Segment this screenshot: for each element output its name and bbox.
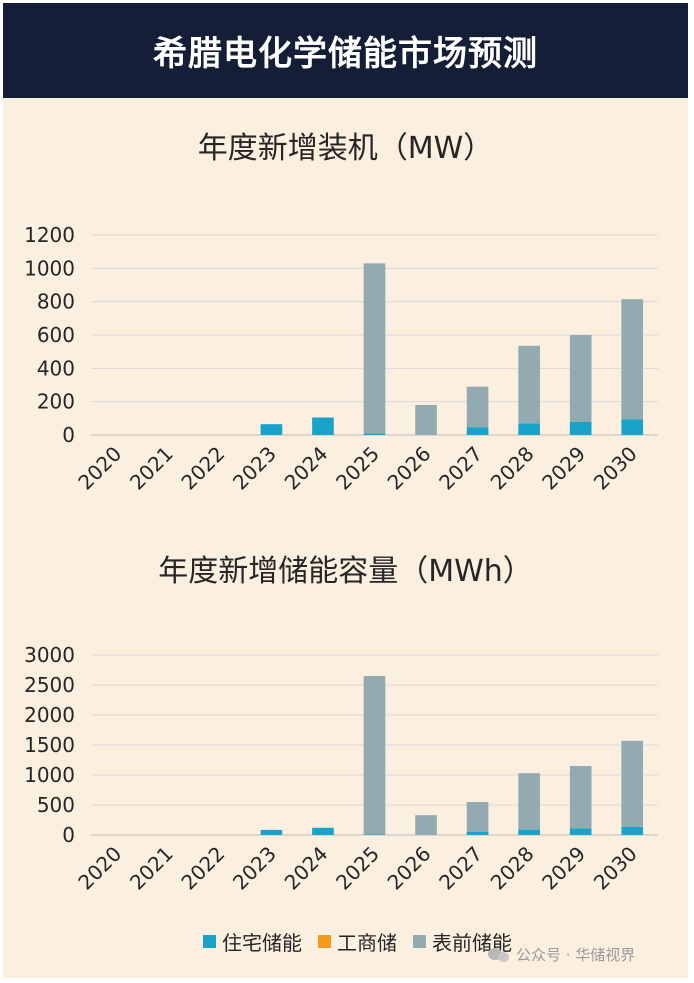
y-tick-label: 600 — [37, 323, 75, 347]
x-tick-label: 2024 — [280, 842, 333, 895]
chart-title-capacity-mw: 年度新增装机（MW） — [197, 131, 494, 166]
bar-segment-front-of-meter — [415, 815, 437, 835]
y-tick-label: 2000 — [24, 703, 75, 727]
x-tick-label: 2029 — [537, 442, 590, 495]
x-tick-label: 2021 — [125, 842, 178, 895]
x-tick-label: 2027 — [434, 442, 487, 495]
y-tick-label: 500 — [37, 793, 75, 817]
wechat-icon — [488, 947, 510, 963]
x-tick-label: 2030 — [589, 842, 642, 895]
bar-segment-residential — [260, 424, 283, 435]
bar-segment-front-of-meter — [363, 263, 386, 434]
x-tick-label: 2028 — [486, 442, 539, 495]
bar-segment-front-of-meter — [569, 766, 592, 829]
bar-segment-residential — [466, 831, 489, 835]
chart-legend: 住宅储能 工商储 表前储能 — [203, 927, 512, 956]
y-tick-label: 0 — [62, 823, 75, 847]
legend-swatch-front-of-meter — [413, 934, 426, 948]
legend-label-residential: 住宅储能 — [222, 930, 302, 955]
y-tick-label: 1500 — [24, 733, 75, 757]
bar-segment-front-of-meter — [569, 335, 592, 422]
chart-panel: 希腊电化学储能市场预测 年度新增装机（MW） 0 200 400 600 800 1000… — [3, 3, 688, 978]
watermark: 公众号 · 华储视界 — [488, 944, 635, 965]
y-tick-label: 1000 — [24, 763, 75, 787]
legend-swatch-residential — [203, 934, 216, 948]
legend-item-commercial: 工商储 — [318, 927, 397, 956]
x-tick-label: 2029 — [537, 842, 590, 895]
bar-segment-residential — [621, 826, 644, 835]
bar-segment-residential — [363, 433, 386, 435]
bar-segment-front-of-meter — [466, 386, 489, 428]
x-tick-label: 2021 — [125, 442, 178, 495]
bar-segment-residential — [312, 417, 334, 435]
bar-segment-front-of-meter — [363, 676, 386, 835]
legend-swatch-commercial — [318, 934, 331, 948]
y-tick-label: 0 — [62, 423, 75, 447]
watermark-text: 公众号 · 华储视界 — [516, 946, 636, 964]
page-title: 希腊电化学储能市场预测 — [3, 3, 688, 98]
bar-segment-residential — [363, 834, 386, 835]
bar-segment-residential — [518, 829, 540, 835]
y-tick-label: 400 — [37, 356, 75, 380]
y-tick-label: 800 — [37, 290, 75, 314]
bar-segment-residential — [260, 829, 283, 835]
x-tick-label: 2030 — [589, 442, 642, 495]
x-tick-label: 2026 — [383, 842, 436, 895]
bar-segment-residential — [621, 419, 644, 435]
x-tick-label: 2025 — [331, 842, 384, 895]
y-tick-label: 1000 — [24, 256, 75, 280]
x-tick-label: 2022 — [176, 842, 229, 895]
bar-segment-front-of-meter — [518, 773, 540, 830]
bar-segment-residential — [569, 421, 592, 435]
x-tick-label: 2028 — [486, 842, 539, 895]
chart-annual-capacity-mw: 0200400600800100012002020202120222023202… — [24, 223, 658, 495]
bar-segment-front-of-meter — [518, 345, 540, 424]
x-tick-label: 2027 — [434, 842, 487, 895]
bar-segment-front-of-meter — [415, 405, 437, 435]
legend-label-commercial: 工商储 — [337, 930, 397, 955]
bar-segment-residential — [312, 827, 334, 835]
x-tick-label: 2023 — [228, 842, 281, 895]
x-tick-label: 2020 — [73, 842, 126, 895]
bar-segment-front-of-meter — [621, 299, 644, 420]
x-tick-label: 2025 — [331, 442, 384, 495]
x-tick-label: 2024 — [280, 442, 333, 495]
bar-segment-residential — [466, 427, 489, 435]
bar-segment-front-of-meter — [621, 740, 644, 827]
x-tick-label: 2023 — [228, 442, 281, 495]
legend-item-residential: 住宅储能 — [203, 927, 302, 956]
bar-segment-residential — [569, 828, 592, 835]
x-tick-label: 2020 — [73, 442, 126, 495]
y-tick-label: 3000 — [24, 643, 75, 667]
y-tick-label: 2500 — [24, 673, 75, 697]
bar-segment-residential — [518, 423, 540, 435]
y-tick-label: 1200 — [24, 223, 75, 247]
chart-title-energy-mwh: 年度新增储能容量（MWh） — [158, 554, 533, 589]
y-tick-label: 200 — [37, 390, 75, 414]
x-tick-label: 2026 — [383, 442, 436, 495]
bar-segment-front-of-meter — [466, 802, 489, 832]
x-tick-label: 2022 — [176, 442, 229, 495]
chart-annual-energy-mwh: 0 500 1000 1500 2000 2500 3000 2020202120222023… — [24, 643, 658, 895]
